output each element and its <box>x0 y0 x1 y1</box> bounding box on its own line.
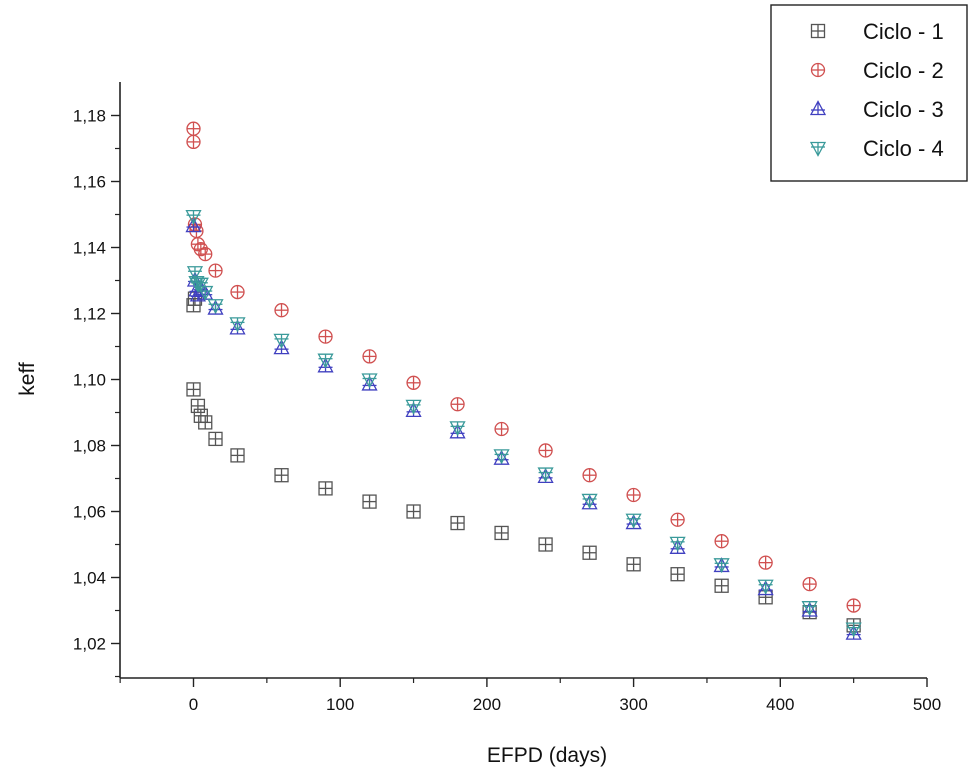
legend-label: Ciclo - 3 <box>863 97 944 122</box>
data-point <box>190 398 206 414</box>
y-axis-title: keff <box>16 362 39 396</box>
data-point <box>273 333 290 349</box>
data-point <box>802 576 817 592</box>
legend-label: Ciclo - 4 <box>863 136 944 161</box>
x-tick-label: 0 <box>189 695 198 714</box>
data-point <box>450 515 465 531</box>
data-point <box>670 567 685 582</box>
data-point <box>449 421 466 437</box>
y-tick-label: 1,16 <box>73 173 106 192</box>
x-axis-title: EFPD (days) <box>487 744 607 767</box>
data-point <box>538 537 553 552</box>
data-point <box>537 467 554 483</box>
data-point <box>538 443 553 458</box>
legend-label: Ciclo - 1 <box>863 19 944 44</box>
data-point <box>714 534 729 549</box>
y-tick-label: 1,06 <box>73 503 106 522</box>
data-point <box>318 329 333 344</box>
legend: Ciclo - 1 Ciclo - 2 Ciclo - 3 Ciclo - 4 <box>770 4 968 182</box>
axes: 0 100 200 300 400 500 1,02 1,04 1,06 1,08 1,10 1,12… <box>73 82 941 714</box>
data-point <box>192 277 209 293</box>
data-point <box>274 468 289 483</box>
series-2 <box>186 121 861 613</box>
legend-label: Ciclo - 2 <box>863 58 944 83</box>
data-point <box>208 431 223 447</box>
data-point <box>625 513 642 529</box>
data-point <box>582 468 597 483</box>
data-marks <box>185 121 862 640</box>
data-point <box>362 494 377 509</box>
series-4 <box>185 209 862 638</box>
data-point <box>626 557 641 572</box>
data-point <box>185 209 202 226</box>
x-tick-label: 100 <box>326 695 354 714</box>
data-point <box>758 555 773 570</box>
x-tick-label: 200 <box>473 695 501 714</box>
data-point <box>186 382 201 397</box>
data-point <box>626 487 641 503</box>
data-point <box>757 579 774 595</box>
data-point <box>714 578 729 593</box>
data-point <box>406 504 421 519</box>
data-point <box>405 399 422 415</box>
y-tick-label: 1,04 <box>73 569 106 588</box>
data-point <box>669 536 686 552</box>
y-tick-label: 1,14 <box>73 239 106 258</box>
data-point <box>230 284 245 300</box>
data-point <box>208 263 223 278</box>
legend-marker <box>810 62 826 78</box>
data-point <box>801 601 818 617</box>
x-tick-label: 400 <box>766 695 794 714</box>
data-point <box>362 349 377 364</box>
legend-box <box>770 4 968 182</box>
data-point <box>229 317 246 333</box>
data-point <box>494 525 509 541</box>
data-point <box>207 299 224 315</box>
data-point <box>670 512 685 527</box>
data-point <box>493 449 510 465</box>
legend-marker <box>809 141 827 157</box>
data-point <box>317 353 334 369</box>
data-point <box>582 545 597 560</box>
data-point <box>581 493 598 509</box>
data-point <box>450 397 465 412</box>
y-tick-label: 1,08 <box>73 437 106 456</box>
data-point <box>186 134 201 150</box>
y-tick-label: 1,18 <box>73 107 106 126</box>
legend-marker <box>809 100 827 116</box>
data-point <box>845 622 862 638</box>
y-tick-label: 1,10 <box>73 371 106 390</box>
data-point <box>186 266 204 282</box>
data-point <box>713 558 730 574</box>
data-point <box>230 448 245 463</box>
data-point <box>198 415 213 430</box>
legend-marker <box>810 23 826 39</box>
data-point <box>186 121 201 136</box>
y-tick-label: 1,12 <box>73 305 106 324</box>
data-point <box>846 598 861 613</box>
data-point <box>198 246 213 262</box>
data-point <box>318 481 333 496</box>
y-tick-label: 1,02 <box>73 635 106 654</box>
x-tick-label: 300 <box>619 695 647 714</box>
data-point <box>361 373 378 389</box>
data-point <box>197 285 214 301</box>
series-3 <box>185 217 862 640</box>
data-point <box>494 421 509 437</box>
data-point <box>274 303 289 318</box>
data-point <box>406 375 421 390</box>
x-tick-label: 500 <box>913 695 941 714</box>
